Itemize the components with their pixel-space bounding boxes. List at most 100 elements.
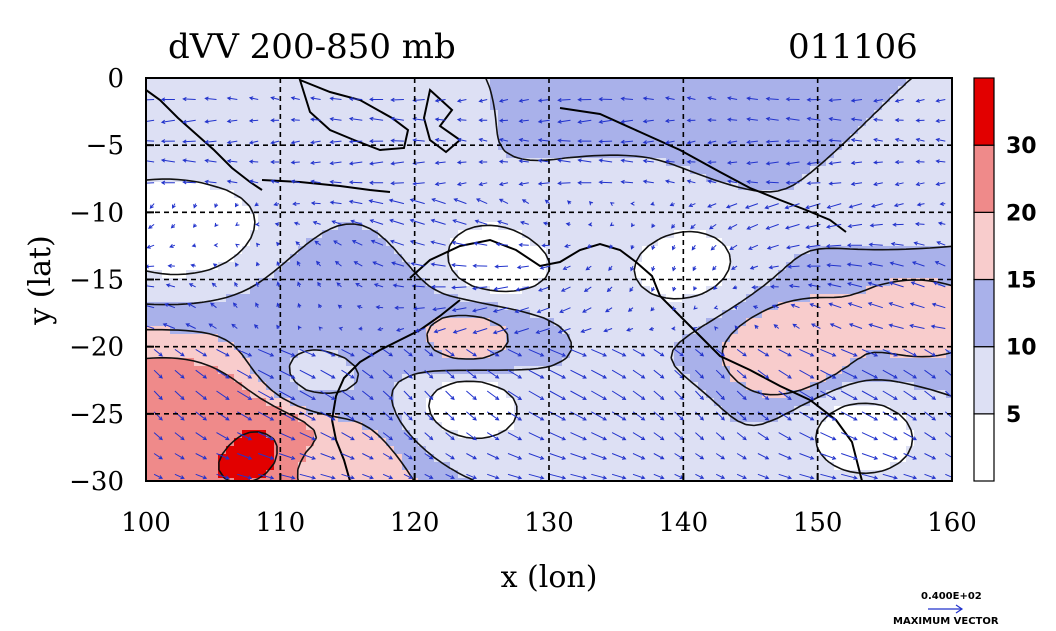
field-cell [514,398,523,407]
field-cell [154,366,163,375]
field-cell [610,166,619,175]
field-cell [578,78,587,87]
field-cell [506,334,515,343]
field-cell [210,422,219,431]
field-cell [610,126,619,135]
field-cell [634,334,643,343]
field-cell [586,406,595,415]
field-cell [394,286,403,295]
field-cell [306,198,315,207]
field-cell [466,238,475,247]
field-cell [866,462,875,471]
field-cell [930,198,939,207]
field-cell [658,310,667,319]
field-cell [450,382,459,391]
field-cell [906,134,915,143]
field-cell [642,222,651,231]
field-cell [850,126,859,135]
field-cell [906,262,915,271]
field-cell [586,78,595,87]
field-cell [882,182,891,191]
field-cell [906,278,915,287]
field-cell [778,398,787,407]
field-cell [858,382,867,391]
field-cell [794,182,803,191]
field-cell [194,174,203,183]
field-cell [466,382,475,391]
field-cell [570,86,579,95]
field-cell [466,326,475,335]
field-cell [514,310,523,319]
field-cell [546,358,555,367]
field-cell [282,94,291,103]
field-cell [578,390,587,399]
field-cell [834,166,843,175]
field-cell [306,110,315,119]
field-cell [770,166,779,175]
field-cell [794,294,803,303]
field-cell [514,254,523,263]
field-cell [802,118,811,127]
field-cell [210,398,219,407]
field-cell [506,158,515,167]
field-cell [626,358,635,367]
field-cell [746,438,755,447]
field-cell [658,438,667,447]
field-cell [650,230,659,239]
field-cell [554,278,563,287]
field-cell [306,214,315,223]
field-cell [418,422,427,431]
field-cell [698,110,707,119]
field-cell [706,206,715,215]
field-cell [234,78,243,87]
field-cell [538,406,547,415]
field-cell [602,222,611,231]
field-cell [450,222,459,231]
field-cell [530,438,539,447]
field-cell [922,454,931,463]
field-cell [946,286,952,295]
field-cell [922,438,931,447]
field-cell [194,182,203,191]
field-cell [826,374,835,383]
field-cell [226,310,235,319]
field-cell [338,278,347,287]
field-cell [202,414,211,423]
field-cell [698,438,707,447]
field-cell [610,262,619,271]
field-cell [554,214,563,223]
field-cell [418,86,427,95]
field-cell [154,230,163,239]
field-cell [170,462,179,471]
field-cell [314,238,323,247]
field-cell [802,246,811,255]
field-cell [610,110,619,119]
field-cell [730,262,739,271]
field-cell [210,230,219,239]
field-cell [650,406,659,415]
field-cell [930,174,939,183]
field-cell [522,190,531,199]
field-cell [882,198,891,207]
field-cell [906,454,915,463]
field-cell [386,406,395,415]
field-cell [434,158,443,167]
field-cell [322,406,331,415]
field-cell [434,294,443,303]
field-cell [874,294,883,303]
field-cell [338,126,347,135]
field-cell [890,438,899,447]
field-cell [562,438,571,447]
field-cell [946,350,952,359]
field-cell [338,446,347,455]
field-cell [330,326,339,335]
field-cell [522,326,531,335]
field-cell [802,310,811,319]
field-cell [314,150,323,159]
field-cell [442,102,451,111]
field-cell [298,366,307,375]
field-cell [714,110,723,119]
field-cell [554,302,563,311]
field-cell [218,286,227,295]
field-cell [530,254,539,263]
